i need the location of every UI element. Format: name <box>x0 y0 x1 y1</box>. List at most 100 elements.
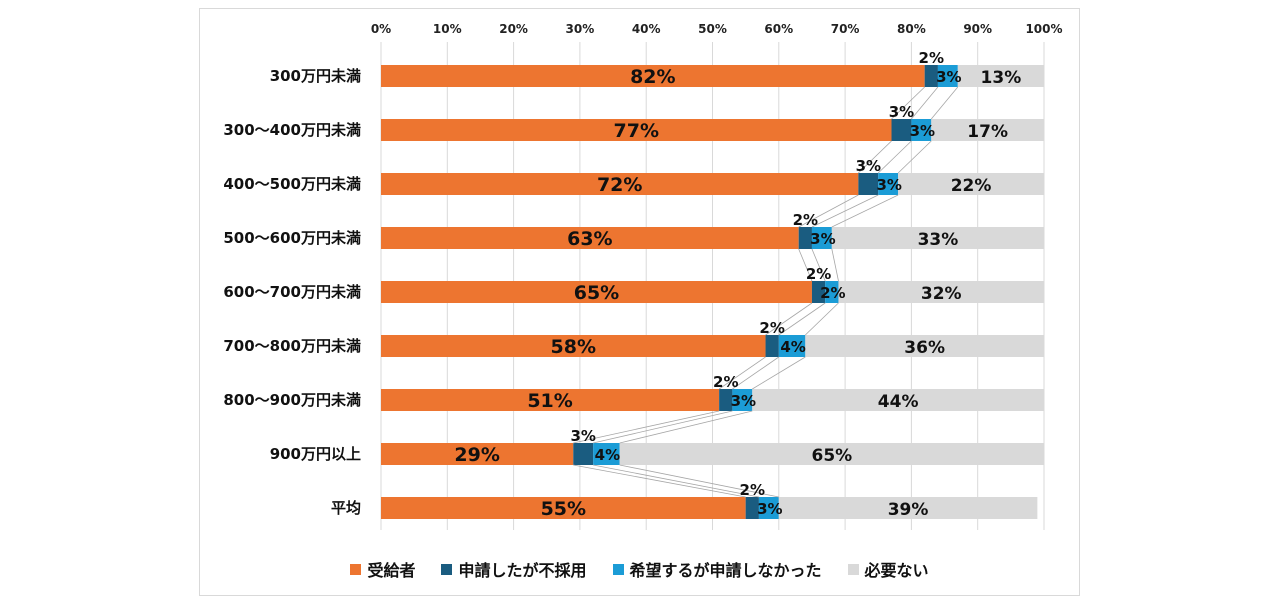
data-label: 3% <box>910 122 935 140</box>
bar-segment <box>811 281 826 303</box>
bar-segment <box>858 173 879 195</box>
series-line <box>858 140 892 174</box>
bar-segment <box>745 497 759 519</box>
bar-segment <box>811 227 832 249</box>
series-line <box>911 86 939 120</box>
legend-swatch <box>350 563 362 575</box>
series-line <box>877 140 912 174</box>
x-axis-ticks: 0% 10% 20% 30% 40% 50% 60% 70% 80% 90% 100% <box>371 22 1063 36</box>
x-tick-label: 40% <box>632 22 661 36</box>
bar-segment <box>765 335 779 357</box>
legend-label: 受給者 <box>367 561 416 580</box>
x-tick-label: 50% <box>698 22 727 36</box>
data-label: 2% <box>793 211 818 229</box>
bar-segment <box>381 389 720 411</box>
category-label: 300万円未満 <box>270 67 361 85</box>
data-labels: 82%2%3% 13%77%3%3% 17%72%3%3% 22%63%2%3% 33%… <box>454 49 1021 520</box>
data-label: 29% <box>454 444 499 466</box>
bar-segment <box>381 227 799 249</box>
legend-swatch <box>847 563 859 575</box>
legend-label: 必要ない <box>864 561 929 580</box>
data-label: 2% <box>759 319 784 337</box>
bar-segment <box>898 173 1044 195</box>
series-line <box>593 410 733 444</box>
legend-label: 申請したが不採用 <box>458 561 587 580</box>
x-tick-label: 80% <box>897 22 926 36</box>
data-label: 3% <box>876 176 901 194</box>
bar-segment <box>798 227 812 249</box>
legend-item: 申請したが不採用 <box>441 557 587 581</box>
data-label: 65% <box>811 446 852 466</box>
legend-swatch <box>441 563 453 575</box>
series-line <box>811 248 826 282</box>
legend-item: 受給者 <box>350 557 415 581</box>
bar-layer <box>381 65 1044 519</box>
bar-segment <box>381 281 812 303</box>
category-label: 500～600万円未満 <box>223 229 361 247</box>
data-label: 3% <box>810 230 835 248</box>
data-label: 44% <box>878 392 919 412</box>
data-label: 55% <box>541 498 586 520</box>
bar-segment <box>381 443 574 465</box>
x-tick-label: 70% <box>831 22 860 36</box>
y-axis-categories: 300万円未満 300～400万円未満 400～500万円未満 500～600万円未満… <box>223 67 361 517</box>
data-label: 77% <box>614 120 659 142</box>
bar-segment <box>573 443 594 465</box>
data-label: 32% <box>921 284 962 304</box>
data-label: 2% <box>820 284 845 302</box>
data-label: 63% <box>567 228 612 250</box>
data-label: 2% <box>713 373 738 391</box>
bar-segment <box>732 389 753 411</box>
category-label: 300～400万円未満 <box>223 121 361 139</box>
bar-segment <box>937 65 958 87</box>
data-label: 3% <box>757 500 782 518</box>
legend-item: 希望するが申請しなかった <box>612 557 822 581</box>
series-line <box>619 464 779 498</box>
bar-segment <box>758 497 779 519</box>
series-line <box>798 194 859 228</box>
series-line <box>765 302 813 336</box>
category-label: 900万円以上 <box>270 445 361 463</box>
series-line <box>930 86 959 120</box>
series-line <box>831 248 839 282</box>
bar-segment <box>381 335 766 357</box>
data-label: 13% <box>981 68 1022 88</box>
series-line <box>573 410 720 444</box>
bar-segment <box>957 65 1044 87</box>
data-label: 39% <box>888 500 929 520</box>
series-line <box>718 356 766 390</box>
series-line <box>811 194 879 228</box>
data-label: 36% <box>904 338 945 358</box>
category-label: 平均 <box>331 499 361 517</box>
series-line <box>798 248 813 282</box>
legend-item: 必要ない <box>847 557 929 581</box>
data-label: 3% <box>889 103 914 121</box>
series-line <box>593 464 759 498</box>
data-label: 2% <box>740 481 765 499</box>
bar-segment <box>911 119 932 141</box>
bar-segment <box>825 281 839 303</box>
bar-segment <box>878 173 899 195</box>
bar-segment <box>381 497 746 519</box>
series-line <box>732 356 780 390</box>
data-label: 82% <box>630 66 675 88</box>
bar-segment <box>931 119 1044 141</box>
bar-segment <box>831 227 1044 249</box>
x-tick-label: 100% <box>1025 22 1062 36</box>
bar-segment <box>752 389 1044 411</box>
series-line <box>573 464 746 498</box>
data-label: 17% <box>967 122 1008 142</box>
bar-segment <box>838 281 1044 303</box>
data-label: 3% <box>856 157 881 175</box>
x-tick-label: 20% <box>499 22 528 36</box>
bar-segment <box>891 119 912 141</box>
category-label: 400～500万円未満 <box>223 175 361 193</box>
data-label: 2% <box>806 265 831 283</box>
bar-segment <box>805 335 1044 357</box>
data-label: 33% <box>918 230 959 250</box>
data-label: 2% <box>919 49 944 67</box>
data-label: 51% <box>527 390 572 412</box>
bar-segment <box>619 443 1044 465</box>
bar-segment <box>719 389 733 411</box>
